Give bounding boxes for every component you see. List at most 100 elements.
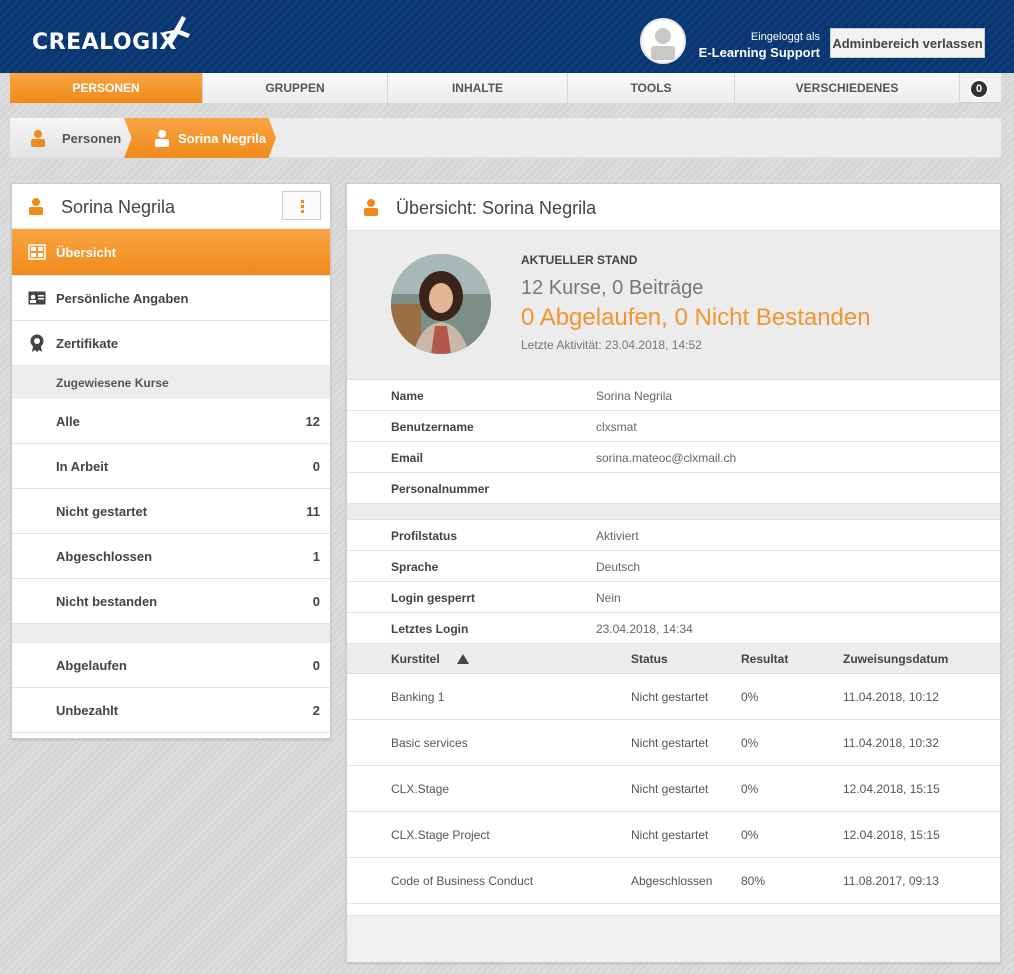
login-user-name: E-Learning Support xyxy=(698,45,820,60)
more-options-button[interactable] xyxy=(282,191,321,220)
course-filter-label: Nicht gestartet xyxy=(56,503,148,519)
overview-title: Übersicht: Sorina Negrila xyxy=(396,198,597,218)
user-avatar[interactable] xyxy=(640,18,686,64)
course-filter-count: 12 xyxy=(305,413,320,429)
courses-table-header: Kurstitel Status Resultat Zuweisungsdatu… xyxy=(347,644,1000,674)
status-label: AKTUELLER STAND xyxy=(521,253,638,267)
crealogix-logo[interactable]: CREALOGIX xyxy=(32,30,177,55)
table-footer xyxy=(347,904,1000,916)
breadcrumb-label: Personen xyxy=(62,130,122,146)
breadcrumb-current-person[interactable]: Sorina Negrila xyxy=(124,118,276,158)
info-row-name: Name Sorina Negrila xyxy=(347,380,1000,411)
nav-tab-gruppen[interactable]: GRUPPEN xyxy=(203,73,388,103)
sidebar-item-zertifikate[interactable]: Zertifikate xyxy=(12,321,330,366)
course-filter-count: 1 xyxy=(312,548,320,564)
expired-failed-count: 0 Abgelaufen, 0 Nicht Bestanden xyxy=(521,304,871,331)
sidebar-item-label: Persönliche Angaben xyxy=(56,290,189,306)
column-header-zuweisungsdatum[interactable]: Zuweisungsdatum xyxy=(843,652,949,666)
sidebar-item-persoenliche-angaben[interactable]: Persönliche Angaben xyxy=(12,276,330,321)
info-row-login-gesperrt: Login gesperrt Nein xyxy=(347,582,1000,613)
course-status: Nicht gestartet xyxy=(631,736,709,750)
login-label: Eingeloggt als xyxy=(750,31,820,43)
course-filter-abgelaufen[interactable]: Abgelaufen 0 xyxy=(12,643,330,688)
section-divider xyxy=(347,504,1000,520)
info-value: 23.04.2018, 14:34 xyxy=(596,622,693,636)
table-row[interactable]: Banking 1 Nicht gestartet 0% 11.04.2018,… xyxy=(347,674,1000,720)
nav-tab-tools[interactable]: TOOLS xyxy=(568,73,735,103)
column-header-resultat[interactable]: Resultat xyxy=(741,652,789,666)
course-filter-count: 11 xyxy=(306,503,320,519)
course-assigned-date: 12.04.2018, 15:15 xyxy=(843,828,940,842)
sidebar-divider xyxy=(12,624,330,643)
last-activity: Letzte Aktivität: 23.04.2018, 14:52 xyxy=(521,338,702,352)
breadcrumb-label: Sorina Negrila xyxy=(178,130,267,146)
info-value: Nein xyxy=(596,591,621,605)
info-value: clxsmat xyxy=(596,420,637,434)
course-filter-label: In Arbeit xyxy=(56,458,109,474)
course-result: 0% xyxy=(741,736,759,750)
overview-icon xyxy=(28,244,46,260)
nav-tab-verschiedenes[interactable]: VERSCHIEDENES xyxy=(735,73,960,103)
course-status: Abgeschlossen xyxy=(631,874,713,888)
info-value: Sorina Negrila xyxy=(596,389,673,403)
person-icon xyxy=(29,198,43,215)
course-result: 0% xyxy=(741,782,759,796)
status-summary: AKTUELLER STAND 12 Kurse, 0 Beiträge 0 A… xyxy=(347,231,1000,380)
course-status: Nicht gestartet xyxy=(631,690,709,704)
sidebar-item-uebersicht[interactable]: Übersicht xyxy=(12,229,330,276)
table-row[interactable]: CLX.Stage Nicht gestartet 0% 12.04.2018,… xyxy=(347,766,1000,812)
course-result: 80% xyxy=(741,874,766,888)
course-filter-nicht-bestanden[interactable]: Nicht bestanden 0 xyxy=(12,579,330,624)
info-key: Letztes Login xyxy=(391,622,469,636)
sidebar-item-label: Zertifikate xyxy=(56,335,119,351)
leave-admin-button[interactable]: Adminbereich verlassen xyxy=(830,28,985,58)
sort-ascending-icon[interactable] xyxy=(457,654,469,664)
main-nav: PERSONEN GRUPPEN INHALTE TOOLS VERSCHIED… xyxy=(10,73,1001,103)
info-key: Profilstatus xyxy=(391,529,458,543)
course-filter-nicht-gestartet[interactable]: Nicht gestartet 11 xyxy=(12,489,330,534)
certificate-icon xyxy=(30,334,44,352)
table-row[interactable]: Basic services Nicht gestartet 0% 11.04.… xyxy=(347,720,1000,766)
course-title: CLX.Stage xyxy=(391,782,450,796)
info-key: Email xyxy=(391,451,424,465)
info-row-benutzername: Benutzername clxsmat xyxy=(347,411,1000,442)
person-icon xyxy=(31,130,45,147)
assigned-courses-heading: Zugewiesene Kurse xyxy=(12,366,330,399)
breadcrumb: Personen Sorina Negrila xyxy=(10,118,1001,158)
course-title: Banking 1 xyxy=(391,690,445,704)
id-card-icon xyxy=(28,291,46,305)
course-filter-unbezahlt[interactable]: Unbezahlt 2 xyxy=(12,688,330,733)
course-status: Nicht gestartet xyxy=(631,782,709,796)
info-value: Deutsch xyxy=(596,560,641,574)
course-assigned-date: 12.04.2018, 15:15 xyxy=(843,782,940,796)
column-header-status[interactable]: Status xyxy=(631,652,668,666)
course-title: Basic services xyxy=(391,736,468,750)
airplane-logo-icon xyxy=(163,16,190,44)
info-value: Aktiviert xyxy=(596,529,639,543)
table-row[interactable]: CLX.Stage Project Nicht gestartet 0% 12.… xyxy=(347,812,1000,858)
course-filter-abgeschlossen[interactable]: Abgeschlossen 1 xyxy=(12,534,330,579)
info-key: Name xyxy=(391,389,424,403)
courses-contributions-count: 12 Kurse, 0 Beiträge xyxy=(521,277,704,299)
course-filter-in-arbeit[interactable]: In Arbeit 0 xyxy=(12,444,330,489)
nav-tab-inhalte[interactable]: INHALTE xyxy=(388,73,568,103)
course-filter-count: 0 xyxy=(312,458,320,474)
overview-panel: Übersicht: Sorina Negrila AKTUELLER STAN… xyxy=(346,183,1001,963)
notification-badge[interactable]: 0 xyxy=(969,79,989,99)
course-filter-label: Nicht bestanden xyxy=(56,593,158,609)
info-key: Login gesperrt xyxy=(391,591,476,605)
course-title: Code of Business Conduct xyxy=(391,874,534,888)
info-row-profilstatus: Profilstatus Aktiviert xyxy=(347,520,1000,551)
course-title: CLX.Stage Project xyxy=(391,828,490,842)
column-header-kurstitel[interactable]: Kurstitel xyxy=(391,652,440,666)
course-filter-label: Alle xyxy=(56,413,80,429)
person-icon xyxy=(155,130,169,147)
course-filter-alle[interactable]: Alle 12 xyxy=(12,399,330,444)
nav-tab-personen[interactable]: PERSONEN xyxy=(10,73,203,103)
user-silhouette-icon xyxy=(651,28,675,60)
course-result: 0% xyxy=(741,828,759,842)
course-filter-label: Unbezahlt xyxy=(56,702,119,718)
breadcrumb-personen[interactable]: Personen xyxy=(10,118,132,158)
course-assigned-date: 11.08.2017, 09:13 xyxy=(843,874,939,888)
table-row[interactable]: Code of Business Conduct Abgeschlossen 8… xyxy=(347,858,1000,904)
